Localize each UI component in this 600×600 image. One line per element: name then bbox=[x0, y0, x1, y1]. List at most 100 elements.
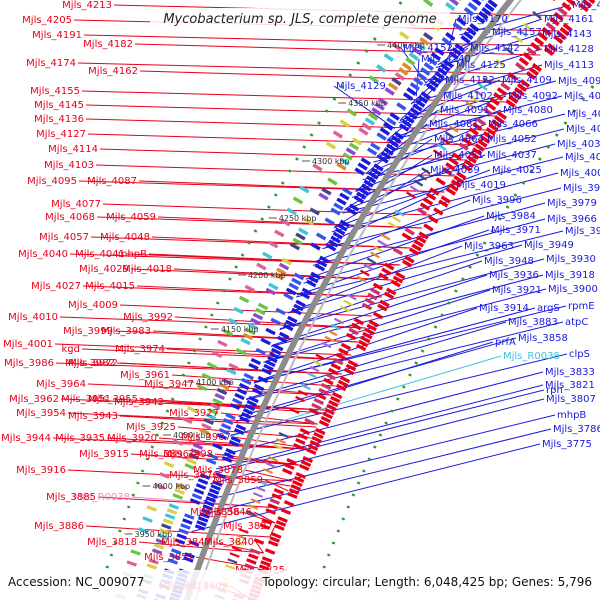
gene-feature bbox=[208, 453, 219, 460]
gene-label-right: Mjls_4047 bbox=[566, 124, 600, 135]
gene-label-right: Mjls_4052 bbox=[487, 134, 537, 145]
gene-feature bbox=[315, 353, 326, 361]
gene-feature bbox=[140, 469, 145, 473]
gene-feature bbox=[278, 262, 290, 271]
gene-feature bbox=[398, 1, 403, 5]
gene-feature bbox=[458, 142, 469, 151]
gene-feature bbox=[178, 528, 189, 535]
gene-label-right: clpS bbox=[569, 349, 590, 360]
gene-feature bbox=[256, 262, 267, 271]
gene-feature bbox=[422, 32, 434, 41]
gene-feature bbox=[401, 62, 412, 71]
gene-feature bbox=[311, 402, 322, 411]
connector-line bbox=[138, 541, 264, 554]
gene-feature bbox=[273, 343, 284, 352]
gene-feature bbox=[138, 527, 149, 534]
gene-feature bbox=[292, 196, 304, 205]
gene-feature bbox=[209, 313, 214, 317]
feature-tracks bbox=[97, 0, 600, 600]
gene-feature bbox=[295, 157, 299, 161]
gene-feature bbox=[269, 351, 280, 360]
gene-feature bbox=[406, 87, 417, 96]
gene-feature bbox=[265, 462, 276, 468]
gene-feature bbox=[382, 122, 394, 131]
gene-feature bbox=[126, 560, 137, 567]
gene-feature bbox=[234, 540, 245, 546]
gene-label-right: rph bbox=[546, 385, 563, 396]
gene-feature bbox=[466, 155, 477, 164]
gene-feature bbox=[150, 445, 155, 449]
gene-feature bbox=[247, 241, 251, 245]
gene-feature bbox=[239, 415, 250, 424]
gene-label-right: Mjls_4122 bbox=[445, 75, 495, 86]
gene-feature bbox=[220, 422, 232, 431]
gene-feature bbox=[148, 558, 159, 565]
gene-label-left: Mjls_4182 bbox=[83, 39, 133, 50]
gene-feature bbox=[223, 452, 235, 459]
gene-feature bbox=[238, 528, 249, 534]
gene-feature bbox=[192, 443, 204, 450]
gene-feature bbox=[389, 112, 400, 121]
gene-feature bbox=[395, 397, 400, 401]
gene-label-right: Mjls_4129 bbox=[336, 81, 386, 92]
gene-feature bbox=[265, 508, 276, 515]
gene-feature bbox=[261, 518, 272, 525]
gene-label-left: Mjls_3851 bbox=[144, 552, 194, 563]
gene-feature bbox=[417, 95, 429, 104]
gene-label-right: Mjls_3918 bbox=[545, 270, 595, 281]
gene-feature bbox=[315, 427, 326, 436]
gene-feature bbox=[302, 145, 307, 149]
gene-feature bbox=[113, 541, 118, 545]
gene-feature bbox=[234, 392, 245, 401]
gene-feature bbox=[465, 132, 476, 141]
gene-feature bbox=[361, 122, 372, 131]
gene-label-left: Mjls_3907 bbox=[181, 432, 231, 443]
gene-feature bbox=[521, 181, 526, 185]
gene-feature bbox=[351, 493, 356, 497]
title-backdrop bbox=[150, 8, 450, 28]
gene-feature bbox=[228, 440, 240, 447]
gene-feature bbox=[292, 237, 303, 246]
gene-label-right: Mjls_3963 bbox=[464, 241, 514, 252]
gene-label-right: Mjls_4005 bbox=[560, 168, 600, 179]
gene-label-left: Mjls_4127 bbox=[36, 129, 86, 140]
gene-feature bbox=[518, 57, 530, 66]
gene-feature bbox=[391, 42, 402, 51]
gene-feature bbox=[336, 529, 341, 533]
gene-label-left: Mjls_3974 bbox=[115, 344, 165, 355]
gene-feature bbox=[482, 107, 493, 116]
gene-feature bbox=[468, 265, 472, 269]
gene-feature bbox=[482, 241, 487, 245]
gene-feature bbox=[245, 510, 256, 516]
gene-feature bbox=[330, 323, 341, 331]
gene-label-right: Mjls_3807 bbox=[546, 394, 596, 405]
gene-feature bbox=[346, 108, 358, 117]
gene-label-right: Mjls_4170 bbox=[458, 14, 508, 25]
gene-feature bbox=[364, 297, 375, 306]
connector-line bbox=[136, 285, 383, 298]
gene-feature bbox=[246, 399, 257, 408]
label-connector-lines bbox=[52, 4, 571, 598]
gene-feature bbox=[394, 209, 405, 217]
feature-track bbox=[232, 0, 579, 600]
gene-feature bbox=[281, 257, 292, 266]
gene-label-right: Mjls_4062 bbox=[567, 109, 600, 120]
gene-feature bbox=[468, 127, 479, 136]
kbp-tick-label: 4250 kbp bbox=[279, 214, 317, 223]
map-title: Mycobacterium sp. JLS, complete genome bbox=[163, 12, 436, 27]
connector-line bbox=[287, 244, 523, 314]
connector-line bbox=[263, 288, 547, 363]
gene-feature bbox=[182, 417, 193, 424]
gene-label-left: Mjls_4136 bbox=[34, 114, 84, 125]
gene-feature bbox=[318, 192, 329, 201]
gene-feature bbox=[300, 383, 311, 391]
right-gene-labels: Mjls_4171Mjls_4170Mjls_4161Mjls_4157Mjls… bbox=[336, 0, 600, 450]
gene-feature bbox=[546, 42, 558, 53]
gene-feature bbox=[343, 367, 355, 376]
connector-line bbox=[130, 453, 300, 466]
gene-feature bbox=[437, 67, 448, 76]
gene-feature bbox=[447, 301, 451, 305]
gene-feature bbox=[372, 282, 384, 291]
gene-feature bbox=[299, 427, 311, 436]
